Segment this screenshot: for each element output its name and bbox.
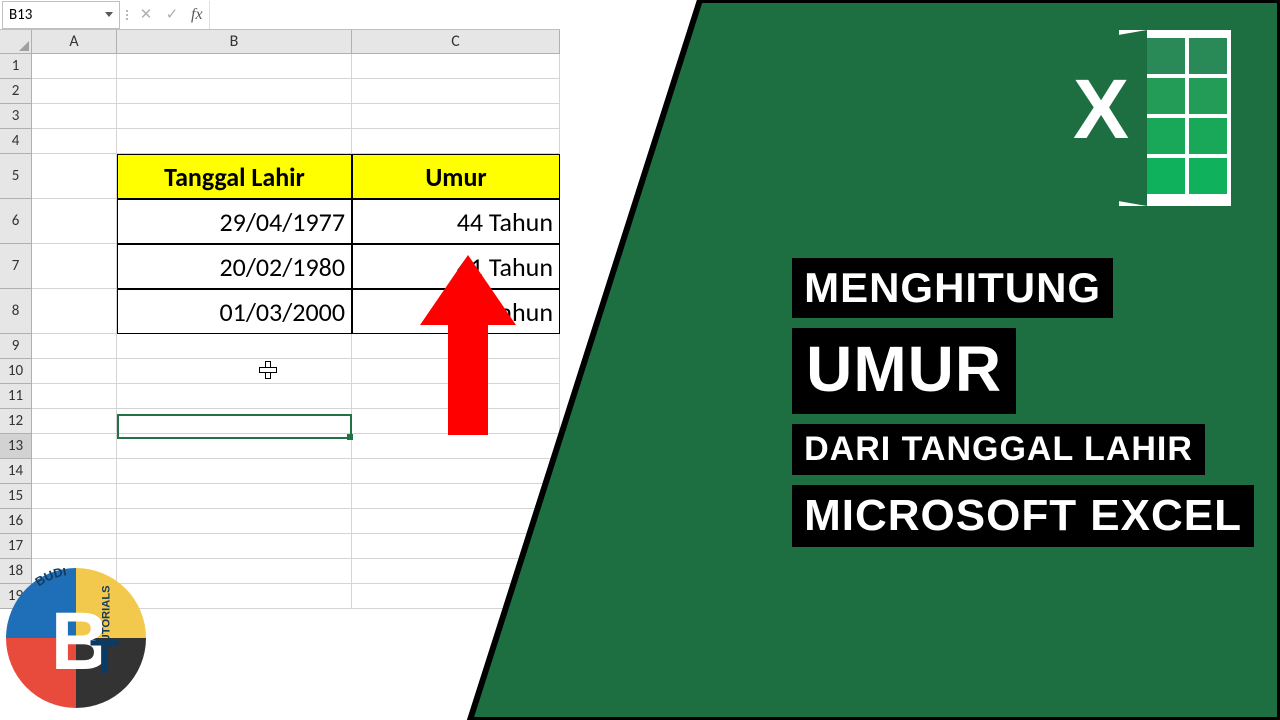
- formula-input[interactable]: [209, 1, 560, 29]
- arrow-up-icon: [420, 255, 516, 435]
- cell[interactable]: [352, 484, 560, 509]
- cell[interactable]: [32, 534, 117, 559]
- row-header[interactable]: 9: [0, 334, 32, 359]
- row-header[interactable]: 6: [0, 199, 32, 244]
- cell[interactable]: [32, 104, 117, 129]
- cell[interactable]: [117, 104, 352, 129]
- row-header[interactable]: 12: [0, 409, 32, 434]
- row-header[interactable]: 10: [0, 359, 32, 384]
- cell[interactable]: [32, 384, 117, 409]
- row-header[interactable]: 7: [0, 244, 32, 289]
- row-header[interactable]: 16: [0, 509, 32, 534]
- cell[interactable]: [32, 334, 117, 359]
- title-line-4: MICROSOFT EXCEL: [792, 485, 1254, 547]
- cell-active[interactable]: [117, 434, 352, 459]
- row-header[interactable]: 2: [0, 79, 32, 104]
- cell[interactable]: [117, 54, 352, 79]
- cell[interactable]: [352, 584, 560, 609]
- bt-channel-logo-icon: B T BUDI TUTORIALS: [6, 568, 146, 708]
- table-cell[interactable]: 29/04/1977: [117, 199, 352, 244]
- table-cell[interactable]: 44 Tahun: [352, 199, 560, 244]
- cell[interactable]: [32, 509, 117, 534]
- cursor-cross-icon: [260, 362, 276, 378]
- cell[interactable]: [117, 584, 352, 609]
- cell[interactable]: [32, 54, 117, 79]
- cell[interactable]: [32, 129, 117, 154]
- row-header[interactable]: 13: [0, 434, 32, 459]
- cell[interactable]: [117, 509, 352, 534]
- row-header[interactable]: 14: [0, 459, 32, 484]
- cell[interactable]: [32, 434, 117, 459]
- cell[interactable]: [117, 129, 352, 154]
- cell[interactable]: [352, 459, 560, 484]
- table-header[interactable]: Tanggal Lahir: [117, 154, 352, 199]
- svg-text:TUTORIALS: TUTORIALS: [101, 585, 113, 649]
- cell[interactable]: [352, 79, 560, 104]
- title-text-group: MENGHITUNG UMUR DARI TANGGAL LAHIR MICRO…: [792, 258, 1254, 547]
- cell[interactable]: [117, 484, 352, 509]
- cell[interactable]: [32, 79, 117, 104]
- cell[interactable]: [32, 359, 117, 384]
- name-box[interactable]: B13: [2, 1, 120, 29]
- cell[interactable]: [352, 434, 560, 459]
- cancel-formula-button[interactable]: ✕: [133, 1, 159, 29]
- cell[interactable]: [117, 334, 352, 359]
- enter-formula-button[interactable]: ✓: [159, 1, 185, 29]
- select-all-corner[interactable]: [0, 30, 32, 54]
- row-header[interactable]: 17: [0, 534, 32, 559]
- cell[interactable]: [352, 104, 560, 129]
- formula-bar: B13 ✕ ✓ fx: [0, 0, 560, 30]
- col-header-C[interactable]: C: [352, 30, 560, 54]
- cell[interactable]: [32, 244, 117, 289]
- table-cell[interactable]: 01/03/2000: [117, 289, 352, 334]
- x-icon: ✕: [140, 5, 153, 24]
- title-line-2: UMUR: [792, 328, 1016, 414]
- fx-label[interactable]: fx: [191, 6, 203, 24]
- table-header[interactable]: Umur: [352, 154, 560, 199]
- table-cell[interactable]: 20/02/1980: [117, 244, 352, 289]
- cell[interactable]: [352, 54, 560, 79]
- cell[interactable]: [352, 534, 560, 559]
- cell[interactable]: [32, 459, 117, 484]
- row-header[interactable]: 11: [0, 384, 32, 409]
- cell[interactable]: [32, 484, 117, 509]
- row-header[interactable]: 4: [0, 129, 32, 154]
- title-line-3: DARI TANGGAL LAHIR: [792, 424, 1205, 475]
- excel-logo-icon: X: [1038, 18, 1248, 218]
- row-header[interactable]: 5: [0, 154, 32, 199]
- cell[interactable]: [352, 129, 560, 154]
- cell[interactable]: [117, 79, 352, 104]
- row-header[interactable]: 8: [0, 289, 32, 334]
- name-box-value: B13: [9, 6, 101, 24]
- cell[interactable]: [352, 509, 560, 534]
- col-header-A[interactable]: A: [32, 30, 117, 54]
- cell[interactable]: [32, 409, 117, 434]
- cell[interactable]: [32, 154, 117, 199]
- row-header[interactable]: 3: [0, 104, 32, 129]
- title-line-1: MENGHITUNG: [792, 258, 1113, 318]
- grip-icon: [126, 1, 129, 29]
- chevron-down-icon[interactable]: [105, 12, 113, 17]
- cell[interactable]: [117, 559, 352, 584]
- svg-text:X: X: [1073, 62, 1129, 156]
- col-header-B[interactable]: B: [117, 30, 352, 54]
- cell[interactable]: [117, 459, 352, 484]
- cell[interactable]: [117, 409, 352, 434]
- cell[interactable]: [117, 359, 352, 384]
- cell[interactable]: [117, 534, 352, 559]
- check-icon: ✓: [166, 5, 179, 24]
- cell[interactable]: [117, 384, 352, 409]
- row-header[interactable]: 1: [0, 54, 32, 79]
- cell[interactable]: [352, 559, 560, 584]
- cell[interactable]: [32, 199, 117, 244]
- row-header[interactable]: 15: [0, 484, 32, 509]
- column-headers: A B C: [0, 30, 560, 54]
- cell[interactable]: [32, 289, 117, 334]
